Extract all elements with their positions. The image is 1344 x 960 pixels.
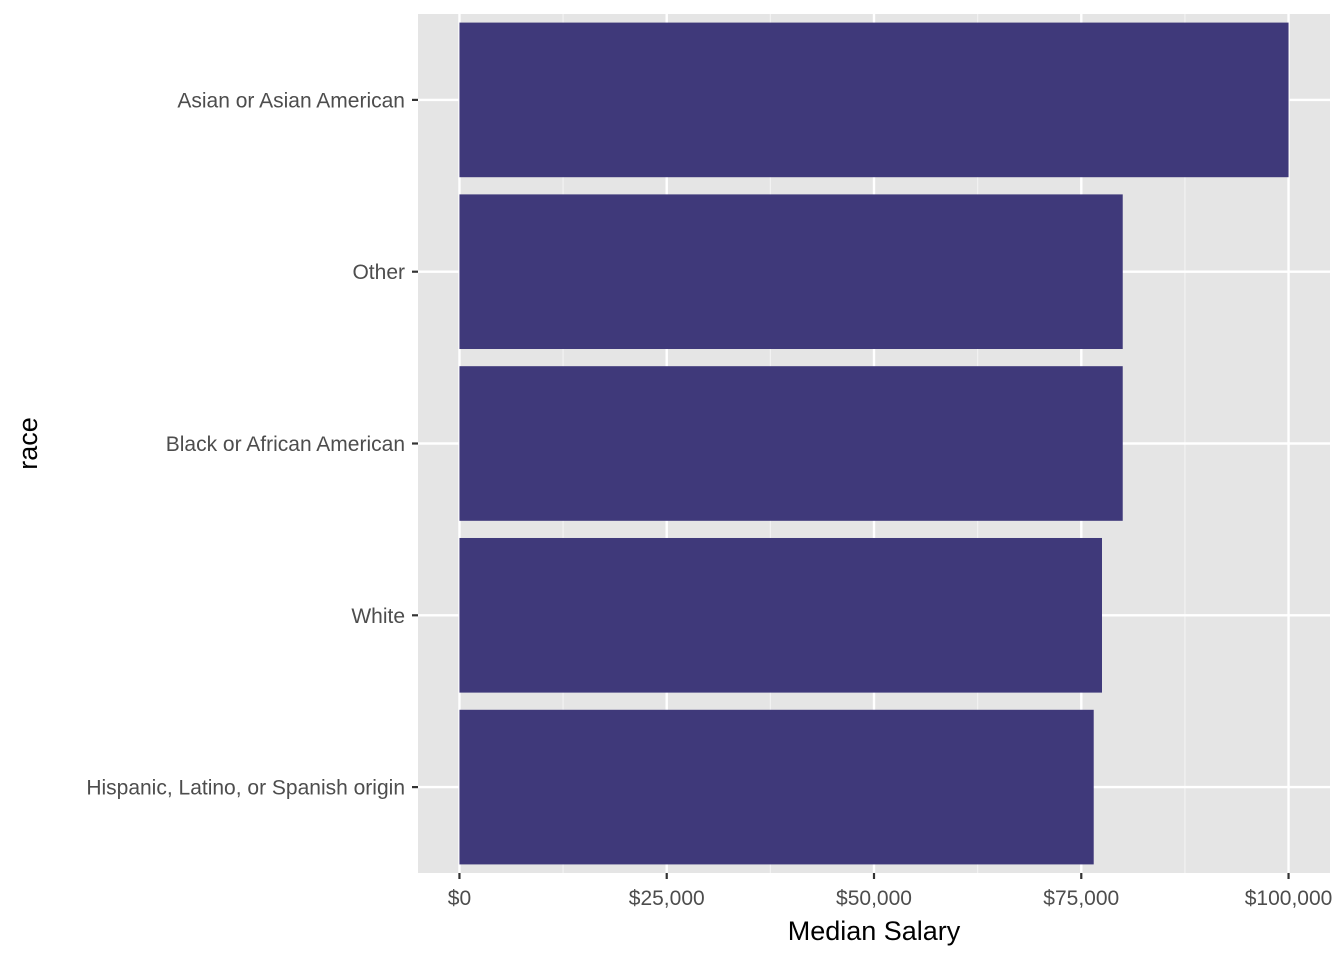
y-tick-label: White xyxy=(351,605,405,628)
bar xyxy=(459,194,1123,350)
x-axis-title: Median Salary xyxy=(788,916,961,946)
x-axis: $0 $25,000 $50,000 $75,000 $100,000 xyxy=(448,873,1333,910)
y-axis: Asian or Asian American Other Black or Afr… xyxy=(86,89,418,800)
y-tick-label: Hispanic, Latino, or Spanish origin xyxy=(86,777,405,800)
y-tick-label: Other xyxy=(352,261,405,284)
x-tick-label: $50,000 xyxy=(836,887,912,910)
bars xyxy=(459,22,1289,865)
bar xyxy=(459,537,1102,693)
x-tick-label: $0 xyxy=(448,887,471,910)
x-tick-label: $25,000 xyxy=(629,887,705,910)
x-tick-label: $75,000 xyxy=(1043,887,1119,910)
bar xyxy=(459,709,1094,865)
y-axis-title: race xyxy=(13,417,43,470)
bar xyxy=(459,366,1123,521)
bar xyxy=(459,22,1289,178)
y-tick-label: Black or African American xyxy=(166,433,405,456)
y-tick-label: Asian or Asian American xyxy=(177,89,405,112)
x-tick-label: $100,000 xyxy=(1245,887,1333,910)
